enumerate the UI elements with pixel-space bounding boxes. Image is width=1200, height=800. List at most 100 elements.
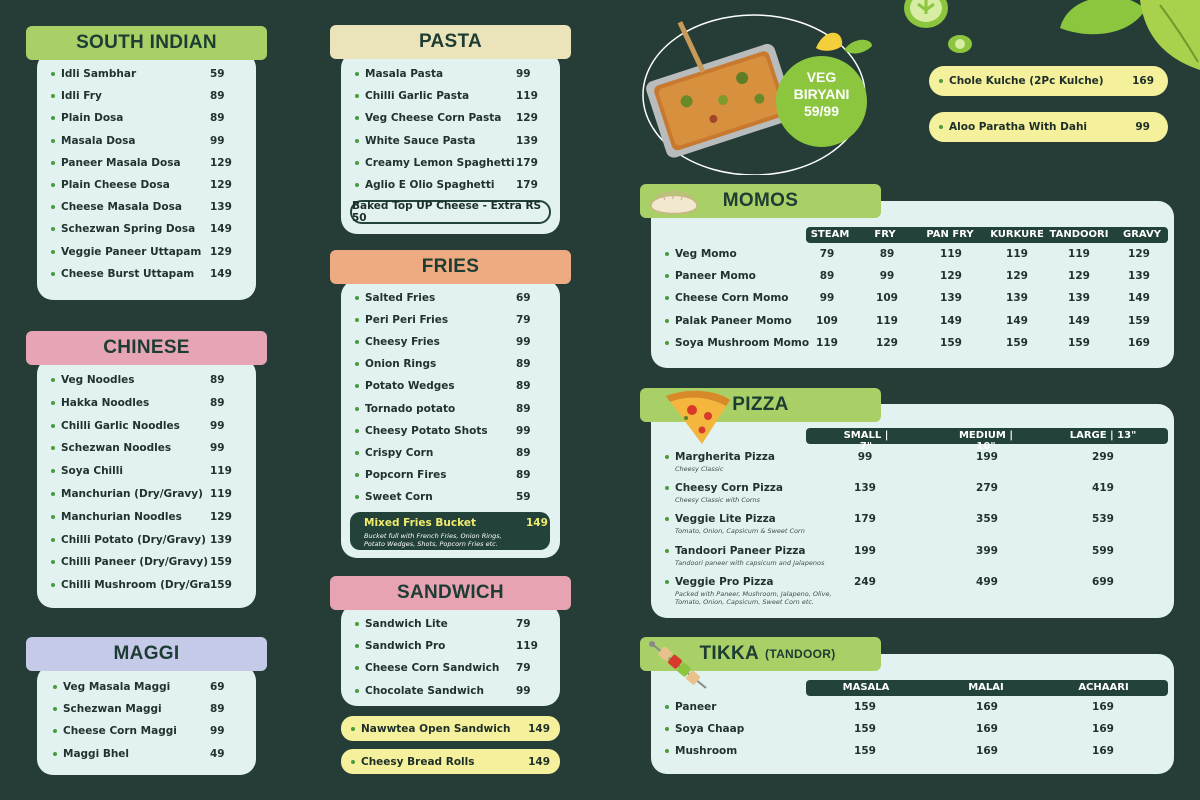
bullet-icon <box>51 72 55 76</box>
sandwich-extra-2: Cheesy Bread Rolls 149 <box>341 749 560 774</box>
bullet-icon <box>51 160 55 165</box>
item-price: 99 <box>210 442 225 455</box>
bullet-icon <box>53 751 57 756</box>
item-name: Chilli Mushroom (Dry/Gravy) <box>61 579 210 592</box>
price-cell: 139 <box>854 482 876 495</box>
tikka-header: TIKKA (TANDOOR) <box>640 637 881 671</box>
bullet-icon <box>51 560 55 565</box>
list-item: Sandwich Lite 79 <box>355 614 548 634</box>
pizza-col-large: LARGE | 13" <box>1069 430 1137 441</box>
bullet-icon <box>355 116 359 121</box>
list-item: Peri Peri Fries 79 <box>355 310 548 330</box>
item-name: Veg Noodles <box>61 374 135 386</box>
item-name: Masala Dosa <box>61 134 136 147</box>
price-cell: 599 <box>1092 544 1114 557</box>
pasta-header: PASTA <box>330 25 571 59</box>
list-item: Sandwich Pro 119 <box>355 636 548 656</box>
bullet-icon <box>51 138 55 143</box>
item-name: Schezwan Noodles <box>61 442 172 455</box>
momos-col-tandoori: TANDOORI <box>1049 229 1109 240</box>
item-name: Paneer Momo <box>675 270 756 283</box>
price-cell: 149 <box>1128 292 1150 305</box>
momos-col-fry: FRY <box>874 229 896 240</box>
south-indian-header: SOUTH INDIAN <box>26 26 267 60</box>
item-price: 119 <box>516 640 538 653</box>
price-cell: 139 <box>940 292 962 305</box>
item-name: Soya Mushroom Momo <box>675 336 810 349</box>
item-price: 89 <box>210 374 225 386</box>
bullet-icon <box>665 296 669 301</box>
price-cell: 169 <box>1092 723 1114 736</box>
item-name: Schezwan Maggi <box>63 703 162 716</box>
list-item: Plain Dosa 89 <box>51 108 242 128</box>
bullet-icon <box>665 727 669 732</box>
item-price: 149 <box>210 267 232 280</box>
maggi-header: MAGGI <box>26 637 267 671</box>
bullet-icon <box>665 274 669 279</box>
list-item: Cheese Burst Uttapam 149 <box>51 264 242 284</box>
item-price: 89 <box>516 380 531 393</box>
item-name: Chole Kulche (2Pc Kulche) <box>949 75 1104 87</box>
tikka-col-achaari: ACHAARI <box>1078 682 1129 693</box>
cucumber-icon <box>904 0 972 53</box>
bullet-icon <box>51 249 55 254</box>
item-price: 89 <box>516 402 531 415</box>
item-price: 79 <box>516 314 531 327</box>
chole-kulche-pill: Chole Kulche (2Pc Kulche) 169 <box>929 66 1168 96</box>
price-cell: 99 <box>857 451 873 463</box>
list-item: Schezwan Noodles 99 <box>51 438 242 458</box>
tikka-title: TIKKA <box>699 643 760 664</box>
item-name: Plain Dosa <box>61 112 124 125</box>
item-name: Manchurian (Dry/Gravy) <box>61 488 203 500</box>
list-item: Chilli Garlic Noodles 99 <box>51 416 242 436</box>
table-row: Veg Momo <box>665 245 1166 263</box>
item-price: 99 <box>516 336 531 349</box>
pasta-extra-cheese-note: Baked Top UP Cheese - Extra RS 50 <box>350 200 551 224</box>
item-name: Chilli Paneer (Dry/Gravy) <box>61 556 209 569</box>
bullet-icon <box>665 705 669 709</box>
tikka-card: MASALA MALAI ACHAARI Paneer 159 169 169 Soya… <box>651 654 1174 774</box>
price-cell: 169 <box>1092 745 1114 758</box>
item-price: 59 <box>516 490 531 503</box>
item-name: Sandwich Lite <box>365 618 448 630</box>
bullet-icon <box>51 492 55 496</box>
item-name: Creamy Lemon Spaghetti <box>365 156 515 169</box>
list-item: Potato Wedges 89 <box>355 376 548 396</box>
bullet-icon <box>665 749 669 754</box>
momos-col-pan-fry: PAN FRY <box>926 229 974 240</box>
bucket-name: Mixed Fries Bucket <box>364 517 476 529</box>
price-cell: 199 <box>976 451 998 463</box>
momos-col-gravy: GRAVY <box>1123 229 1161 240</box>
price-cell: 129 <box>1128 248 1150 260</box>
bullet-icon <box>665 455 669 459</box>
item-name: Soya Chaap <box>675 723 745 736</box>
pizza-col-small: SMALL | 7" <box>843 430 889 452</box>
bullet-icon <box>355 318 359 323</box>
bullet-icon <box>53 685 57 689</box>
price-cell: 199 <box>854 544 876 557</box>
price-cell: 129 <box>1006 270 1028 283</box>
momo-icon <box>650 191 698 215</box>
item-price: 99 <box>516 68 531 80</box>
momos-col-kurkure: KURKURE <box>990 229 1044 240</box>
price-cell: 359 <box>976 513 998 526</box>
item-description: Cheesy Classic with Corns <box>675 496 761 505</box>
tikka-column-header: MASALA MALAI ACHAARI <box>806 680 1168 696</box>
item-price: 89 <box>210 703 225 716</box>
bullet-icon <box>355 494 359 499</box>
item-price: 159 <box>210 556 232 569</box>
price-cell: 159 <box>1128 314 1150 327</box>
price-cell: 119 <box>816 336 838 349</box>
price-cell: 169 <box>976 723 998 736</box>
price-cell: 399 <box>976 544 998 557</box>
item-price: 149 <box>528 722 550 735</box>
list-item: Chilli Garlic Pasta 119 <box>355 86 548 106</box>
table-row: Paneer Momo <box>665 267 1166 285</box>
price-cell: 109 <box>876 292 898 305</box>
item-price: 99 <box>516 424 531 437</box>
table-row: Tandoori Paneer Pizza <box>665 542 1166 560</box>
list-item: Crispy Corn 89 <box>355 443 548 463</box>
sandwich-header: SANDWICH <box>330 576 571 610</box>
item-name: Palak Paneer Momo <box>675 314 792 327</box>
list-item: Idli Fry 89 <box>51 86 242 106</box>
